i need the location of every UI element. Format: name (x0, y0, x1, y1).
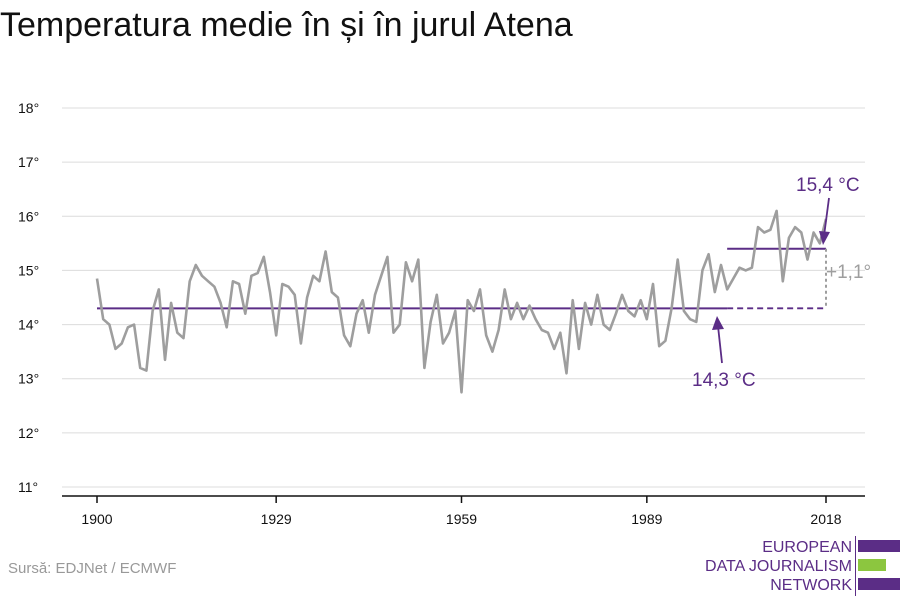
logo-bar-bottom (858, 578, 900, 590)
baseline-arrow-icon (717, 325, 723, 364)
logo-line-1: EUROPEAN (762, 539, 852, 556)
recent-average-label: 15,4 °C (796, 175, 860, 196)
y-tick-label: 15° (18, 262, 39, 278)
y-tick-label: 13° (18, 371, 39, 387)
y-tick-label: 11° (18, 479, 38, 495)
x-tick-label: 1959 (446, 511, 477, 527)
logo-bar-middle (858, 559, 886, 571)
logo-line-3: NETWORK (770, 577, 852, 594)
y-tick-label: 12° (18, 425, 39, 441)
baseline-arrowhead-icon (712, 316, 724, 330)
edjnet-logo: EUROPEAN DATA JOURNALISM NETWORK (700, 536, 900, 596)
logo-line-2: DATA JOURNALISM (705, 558, 852, 575)
recent-arrow-icon (823, 197, 830, 237)
annotations: 15,4 °C 14,3 °C +1,1° (692, 175, 871, 391)
y-tick-label: 17° (18, 154, 39, 170)
y-tick-label: 18° (18, 100, 39, 116)
baseline-label: 14,3 °C (692, 370, 756, 391)
logo-text: EUROPEAN DATA JOURNALISM NETWORK (705, 538, 852, 595)
recent-arrowhead-icon (819, 231, 830, 245)
grid-lines (62, 107, 865, 488)
x-tick-label: 2018 (810, 511, 841, 527)
source-text: Sursă: EDJNet / ECMWF (8, 560, 177, 577)
logo-divider (855, 536, 856, 596)
x-tick-label: 1929 (261, 511, 292, 527)
y-tick-label: 16° (18, 208, 39, 224)
y-axis-ticks: 11° 12° 13° 14° 15° 16° 17° 18° (18, 100, 39, 495)
x-axis: 1900 1929 1959 1989 2018 (62, 495, 865, 527)
x-tick-label: 1989 (631, 511, 662, 527)
logo-bar-top (858, 540, 900, 552)
series-line (95, 209, 828, 394)
y-tick-label: 14° (18, 317, 39, 333)
difference-label: +1,1° (826, 262, 871, 283)
x-tick-label: 1900 (81, 511, 112, 527)
page-title: Temperatura medie în și în jurul Atena (0, 6, 573, 44)
